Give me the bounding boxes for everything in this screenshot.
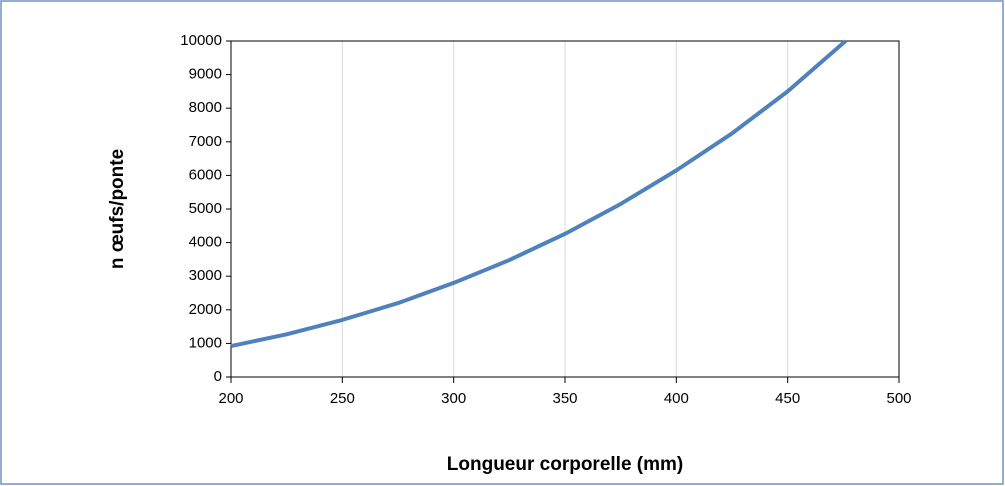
data-line <box>230 39 847 349</box>
y-tick-label: 3000 <box>189 267 222 284</box>
y-tick-label: 10000 <box>180 32 222 49</box>
y-tick-label: 2000 <box>189 301 222 318</box>
y-tick-label: 9000 <box>189 66 222 83</box>
x-tick-label: 300 <box>441 390 466 407</box>
y-axis-label: n œufs/ponte <box>107 149 128 269</box>
y-tick-label: 1000 <box>189 334 222 351</box>
x-tick-label: 250 <box>330 390 355 407</box>
x-tick-label: 450 <box>775 390 800 407</box>
x-tick-label: 400 <box>664 390 689 407</box>
x-tick-label: 200 <box>218 390 243 407</box>
y-tick-label: 8000 <box>189 99 222 116</box>
y-tick-label: 5000 <box>189 200 222 217</box>
plot-frame <box>230 40 900 378</box>
x-tick-label: 500 <box>886 390 911 407</box>
y-tick-label: 0 <box>214 368 222 385</box>
y-tick-label: 4000 <box>189 234 222 251</box>
x-tick-label: 350 <box>552 390 577 407</box>
y-tick-label: 7000 <box>189 133 222 150</box>
x-axis-label: Longueur corporelle (mm) <box>447 454 683 475</box>
y-tick-label: 6000 <box>189 166 222 183</box>
